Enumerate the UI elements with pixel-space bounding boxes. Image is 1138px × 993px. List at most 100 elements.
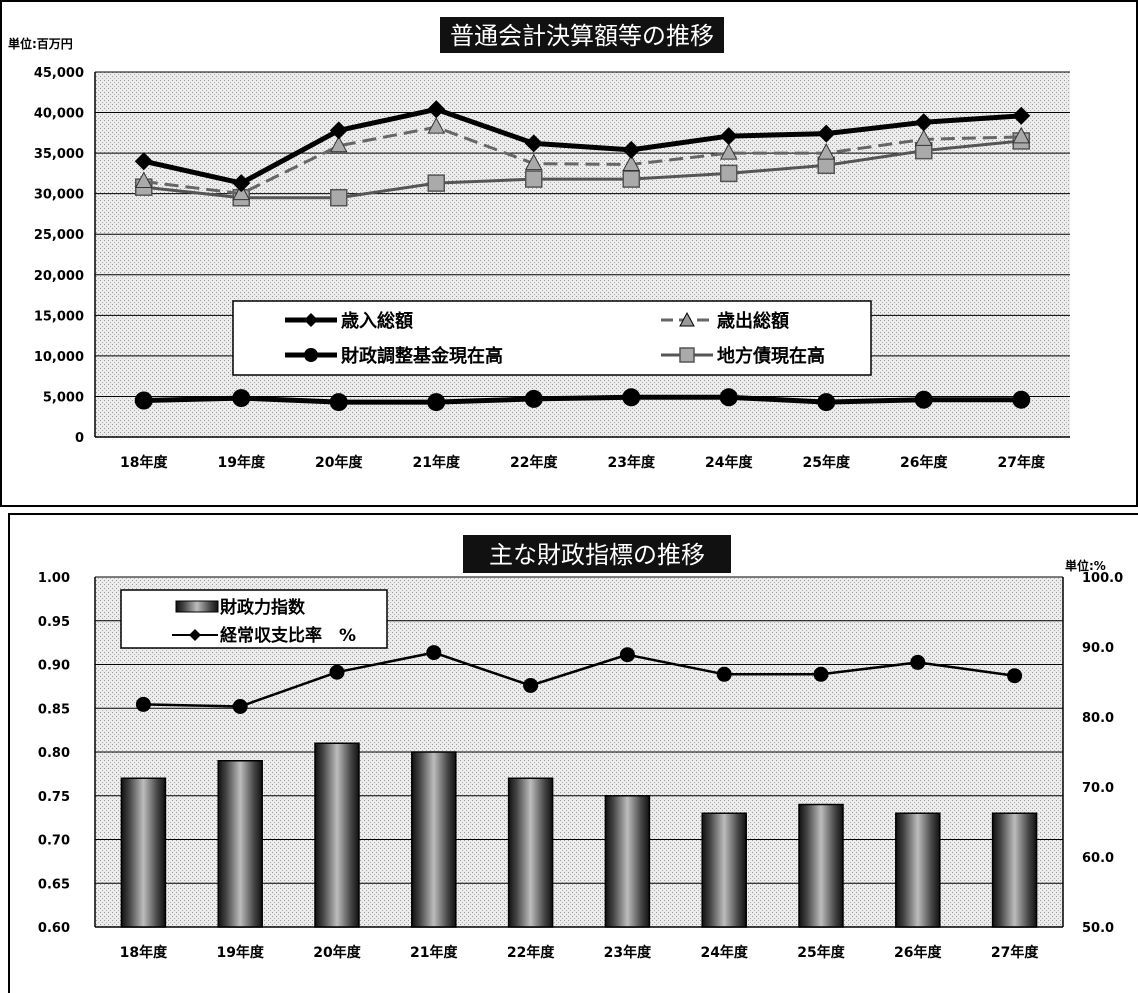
- chart1-point-revenue: [622, 140, 641, 159]
- chart2-bar-fiscal-index: [507, 777, 554, 928]
- chart1-y-tick-label: 25,000: [34, 228, 84, 243]
- chart1-legend-box: [232, 300, 872, 376]
- legend-item-fund: 財政調整基金現在高: [285, 345, 503, 367]
- chart2-y-left-tick-label: 0.75: [38, 790, 70, 805]
- chart1-point-revenue: [427, 100, 446, 119]
- legend-item-current-ratio: 経常収支比率 %: [172, 625, 356, 646]
- chart2-y-left-tick-label: 0.65: [38, 877, 70, 892]
- chart1-point-expenditure: [329, 135, 348, 153]
- chart1-point-debt: [817, 156, 835, 175]
- chart1-point-debt: [330, 188, 348, 207]
- chart1: 0 5,000 10,000 15,000 20,000 25,000 30,000 35,0…: [8, 17, 1070, 471]
- chart1-point-revenue: [719, 127, 738, 146]
- legend-label-revenue: 歳入総額: [341, 310, 413, 332]
- chart2-legend: 財政力指数 経常収支比率 %: [120, 589, 388, 649]
- chart2-y-left-tick-label: 0.90: [38, 659, 70, 674]
- chart1-point-fund: [232, 389, 251, 408]
- chart1-series-line: [143, 139, 1022, 200]
- chart1-point-debt: [427, 174, 445, 192]
- chart2: 0.60 0.65 0.70 0.75 0.80 0.85 0.90 0.95 1.00 50.…: [38, 535, 1123, 961]
- chart1-point-expenditure: [817, 143, 836, 160]
- chart1-point-debt: [525, 170, 543, 188]
- chart2-y-left-tick-label: 0.95: [38, 615, 70, 630]
- chart2-x-tick-label: 26年度: [894, 944, 942, 961]
- chart1-frame: [0, 0, 1138, 507]
- legend-label-expenditure: 歳出総額: [717, 310, 789, 332]
- chart1-x-tick-label: 24年度: [705, 454, 753, 471]
- chart2-y-right-tick-label: 90.0: [1082, 641, 1114, 656]
- legend-label-fiscal-index: 財政力指数: [219, 597, 306, 618]
- chart1-point-revenue: [914, 113, 933, 132]
- chart1-point-fund: [1012, 390, 1031, 409]
- chart2-line-current-ratio: [143, 651, 1015, 708]
- chart2-point-current-ratio: [135, 696, 151, 712]
- chart2-y-right-tick-label: 80.0: [1082, 711, 1114, 726]
- chart1-point-fund: [817, 393, 836, 412]
- chart1-y-ticks: 0 5,000 10,000 15,000 20,000 25,000 30,000 35,0…: [34, 66, 84, 446]
- chart1-x-tick-label: 27年度: [998, 454, 1046, 471]
- chart1-point-expenditure: [232, 183, 251, 201]
- chart2-x-tick-label: 18年度: [120, 944, 168, 961]
- chart2-point-current-ratio: [1007, 668, 1023, 684]
- chart1-series-line: [143, 125, 1022, 196]
- chart2-point-current-ratio: [619, 647, 635, 663]
- chart1-point-fund: [329, 393, 348, 412]
- chart1-point-expenditure: [427, 117, 446, 134]
- chart1-y-tick-label: 20,000: [34, 269, 84, 284]
- chart1-x-tick-label: 22年度: [510, 454, 558, 471]
- chart2-point-current-ratio: [716, 666, 732, 682]
- chart1-series: [134, 100, 1031, 412]
- chart1-point-expenditure: [524, 153, 543, 171]
- chart1-point-revenue: [524, 134, 543, 153]
- chart1-point-revenue: [1012, 106, 1031, 125]
- chart2-bar-fiscal-index: [120, 777, 167, 928]
- chart1-point-revenue: [232, 174, 251, 193]
- chart1-point-expenditure: [622, 154, 641, 171]
- chart2-x-tick-label: 25年度: [797, 944, 845, 961]
- chart1-point-revenue: [329, 121, 348, 140]
- chart2-bar-fiscal-index: [895, 812, 941, 928]
- chart1-y-tick-label: 30,000: [34, 188, 84, 203]
- chart2-y-right-tick-label: 50.0: [1082, 921, 1114, 936]
- chart1-unit-label: 単位:百万円: [8, 36, 73, 51]
- chart1-point-debt: [622, 170, 640, 188]
- chart2-y-right-tick-label: 100.0: [1082, 571, 1123, 586]
- chart1-point-expenditure: [914, 129, 933, 146]
- legend-item-revenue: 歳入総額: [285, 310, 413, 332]
- chart2-bar-fiscal-index: [991, 812, 1038, 928]
- chart2-unit-label: 単位:%: [1065, 558, 1106, 573]
- chart1-legend: 歳入総額 歳出総額 財政調整基金現在高 地方債現在高: [232, 300, 872, 376]
- chart1-y-tick-label: 45,000: [34, 66, 84, 81]
- chart1-y-tick-label: 0: [75, 431, 84, 446]
- chart1-series-line: [143, 106, 1022, 186]
- chart1-y-tick-label: 40,000: [34, 107, 84, 122]
- chart2-line-series: [135, 645, 1023, 714]
- chart1-point-fund: [134, 391, 153, 410]
- chart2-point-current-ratio: [523, 678, 539, 693]
- chart2-bars: [120, 742, 1038, 928]
- chart2-bar-fiscal-index: [314, 742, 360, 928]
- chart1-point-fund: [914, 390, 933, 409]
- chart1-title-bg: [440, 17, 724, 53]
- chart1-x-tick-label: 21年度: [413, 454, 461, 471]
- chart1-x-tick-label: 23年度: [608, 454, 656, 471]
- chart1-y-tick-label: 5,000: [43, 390, 84, 405]
- chart2-bar-fiscal-index: [217, 760, 263, 928]
- chart1-x-ticks: 18年度 19年度 20年度 21年度 22年度 23年度 24年度 25年度 26年度 27年度: [120, 454, 1046, 471]
- chart2-x-tick-label: 22年度: [507, 944, 555, 961]
- chart1-x-tick-label: 25年度: [803, 454, 851, 471]
- chart2-x-tick-label: 20年度: [313, 944, 361, 961]
- chart2-point-current-ratio: [329, 664, 345, 680]
- chart2-bar-fiscal-index: [701, 812, 747, 928]
- legend-label-fund: 財政調整基金現在高: [341, 345, 503, 367]
- chart2-point-current-ratio: [910, 654, 926, 670]
- chart1-x-tick-label: 20年度: [315, 454, 363, 471]
- legend-item-expenditure: 歳出総額: [661, 310, 789, 332]
- chart1-point-expenditure: [134, 171, 153, 188]
- chart2-y-left-tick-label: 0.85: [38, 702, 70, 717]
- chart2-legend-box: [120, 589, 388, 649]
- chart1-point-fund: [622, 388, 641, 407]
- chart2-x-tick-label: 19年度: [216, 944, 264, 961]
